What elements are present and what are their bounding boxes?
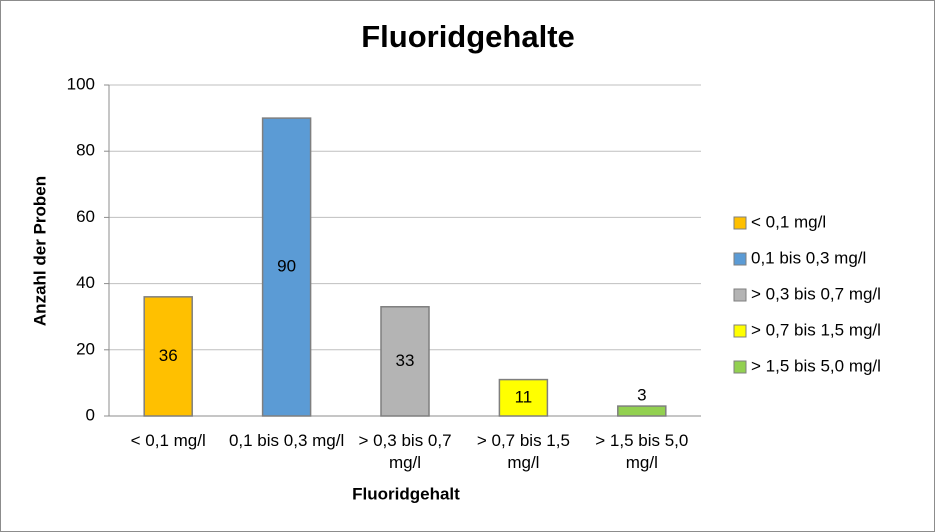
y-tick-label: 40	[76, 273, 95, 292]
y-axis-title: Anzahl der Proben	[30, 176, 49, 326]
bar	[143, 296, 193, 417]
y-tick-label: 60	[76, 207, 95, 226]
legend-swatch	[733, 360, 747, 374]
y-tick-label: 20	[76, 339, 95, 358]
x-tick-label: > 0,3 bis 0,7 mg/l	[358, 431, 452, 472]
data-label: 11	[515, 387, 533, 406]
legend-label: 0,1 bis 0,3 mg/l	[751, 248, 866, 267]
legend-swatch	[733, 216, 747, 230]
x-tick-label: > 0,7 bis 1,5 mg/l	[476, 431, 570, 472]
bar	[617, 405, 667, 417]
y-tick-label: 100	[67, 74, 95, 93]
chart-title: Fluoridgehalte	[361, 19, 575, 54]
legend-swatch	[733, 252, 747, 266]
y-tick-label: 0	[86, 405, 95, 424]
x-tick-label: < 0,1 mg/l	[130, 431, 206, 450]
bar	[261, 117, 312, 417]
x-axis-title: Fluoridgehalt	[352, 484, 460, 503]
legend-label: > 0,3 bis 0,7 mg/l	[751, 284, 881, 303]
y-tick-label: 80	[76, 141, 95, 160]
legend-label: > 1,5 bis 5,0 mg/l	[751, 356, 881, 375]
data-label: 3	[637, 386, 646, 405]
legend-label: < 0,1 mg/l	[751, 212, 826, 231]
data-label: 90	[277, 257, 296, 276]
bar	[380, 306, 430, 417]
data-label: 33	[396, 351, 415, 370]
x-tick-label: 0,1 bis 0,3 mg/l	[228, 431, 345, 450]
legend-swatch	[733, 324, 747, 338]
legend-swatch	[733, 288, 747, 302]
legend-label: > 0,7 bis 1,5 mg/l	[751, 320, 881, 339]
x-tick-label: > 1,5 bis 5,0 mg/l	[595, 431, 689, 472]
bar	[498, 378, 549, 417]
data-label: 36	[159, 346, 178, 365]
